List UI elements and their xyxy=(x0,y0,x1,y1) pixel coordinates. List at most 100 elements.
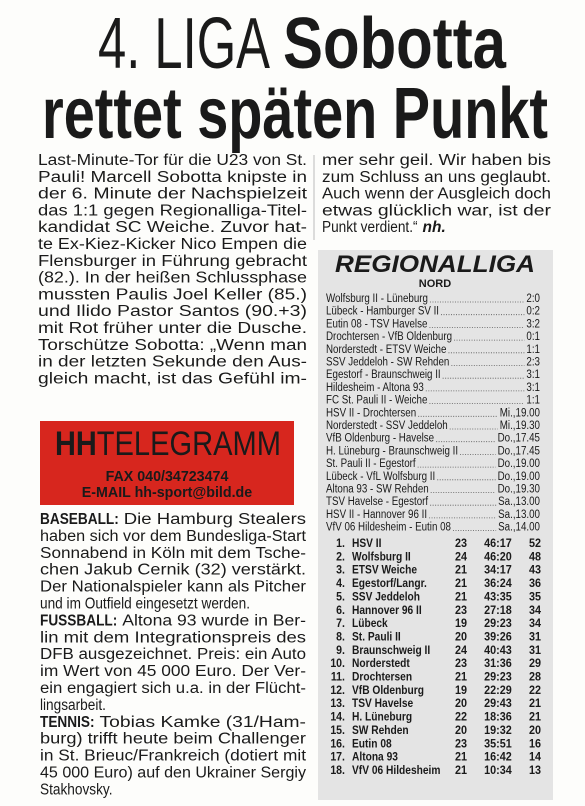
table-games: 21 xyxy=(455,750,467,764)
table-points: 35 xyxy=(529,589,541,603)
brief-line: ein engagiert sich u.a. in der Flücht- xyxy=(40,680,306,697)
email: E-MAIL hh-sport@bild.de xyxy=(82,484,252,501)
time: Sa.,13.00 xyxy=(498,496,540,508)
brief-line: Der Nationalspieler kann als Pitcher xyxy=(40,579,306,596)
table-rank: 7. xyxy=(336,616,345,630)
match: FC St. Pauli II - Weiche xyxy=(326,395,427,407)
table-games: 20 xyxy=(455,723,467,737)
table-games: 19 xyxy=(455,683,467,697)
table-goals: 29:43 xyxy=(484,696,512,710)
time: Do.,17.45 xyxy=(498,445,540,457)
table-team: TSV Havelse xyxy=(352,696,414,710)
table-points: 31 xyxy=(529,643,541,657)
brief-line: Stakhovsky. xyxy=(40,781,113,798)
match: Lübeck - Hamburger SV II xyxy=(326,306,439,318)
headline-line: Sobotta xyxy=(283,4,507,84)
table-team: ETSV Weiche xyxy=(352,563,417,577)
match: HSV II - Drochtersen xyxy=(326,407,416,419)
table-goals: 36:24 xyxy=(484,576,512,590)
table-team: Lübeck xyxy=(352,616,388,630)
score: 0:1 xyxy=(526,331,540,343)
match: SSV Jeddeloh - SW Rehden xyxy=(326,357,449,369)
article-line: Flensburger in Führung gebracht xyxy=(38,253,308,270)
table-games: 20 xyxy=(455,696,467,710)
table-points: 22 xyxy=(529,683,541,697)
brief-label: TENNIS: xyxy=(40,714,95,731)
table-games: 19 xyxy=(455,616,467,630)
brief-line: im Wert von 45 000 Euro. Der Ver- xyxy=(40,663,306,680)
table-team: HSV II xyxy=(352,536,381,550)
time: Do.,19.00 xyxy=(498,471,540,483)
table-goals: 35:51 xyxy=(484,736,512,750)
match: Norderstedt - SSV Jeddeloh xyxy=(326,420,448,432)
brief-line: lingsarbeit. xyxy=(40,697,106,714)
table-rank: 9. xyxy=(336,643,345,657)
match: St. Pauli II - Egestorf xyxy=(326,458,416,470)
table-team: Egestorf/Langr. xyxy=(352,576,427,590)
table-rank: 2. xyxy=(336,549,345,563)
table-goals: 16:42 xyxy=(484,750,512,764)
match: Lübeck - VfL Wolfsburg II xyxy=(326,471,435,483)
table-goals: 22:29 xyxy=(484,683,512,697)
match: HSV II - Hannover 96 II xyxy=(326,509,427,521)
match: Egestorf - Braunschweig II xyxy=(326,369,441,381)
score: 2:3 xyxy=(526,357,540,369)
table-team: SSV Jeddeloh xyxy=(352,589,420,603)
table-goals: 29:23 xyxy=(484,616,512,630)
fax: FAX 040/34723474 xyxy=(106,468,229,485)
article-line: Last-Minute-Tor für die U23 von St. xyxy=(38,152,307,169)
article-line: gleich macht, ist das Gefühl im- xyxy=(38,370,307,387)
brief-line: Die Hamburg Stealers xyxy=(124,511,306,528)
table-team: Hannover 96 II xyxy=(352,603,422,617)
table-games: 23 xyxy=(455,656,467,670)
author: nh. xyxy=(423,219,446,236)
time: Sa.,13.00 xyxy=(498,509,540,521)
brand: HH xyxy=(55,425,97,463)
table-team: Norderstedt xyxy=(352,656,410,670)
table-rank: 11. xyxy=(331,670,345,684)
article-line: Punkt verdient.“ xyxy=(322,219,418,236)
table-rank: 17. xyxy=(330,750,345,764)
table-rank: 8. xyxy=(336,629,345,643)
table-points: 34 xyxy=(529,603,541,617)
table-team: Altona 93 xyxy=(352,750,398,764)
table-rank: 4. xyxy=(336,576,345,590)
article-line: das 1:1 gegen Regionalliga-Titel- xyxy=(38,202,307,219)
table-goals: 39:26 xyxy=(484,629,512,643)
table-rank: 12. xyxy=(330,683,345,697)
article-line: etwas glücklich war, ist der xyxy=(322,202,551,219)
table-games: 23 xyxy=(455,603,467,617)
article-line: mer sehr geil. Wir haben bis xyxy=(322,152,551,169)
table-goals: 46:20 xyxy=(484,549,512,563)
table-rank: 15. xyxy=(330,723,345,737)
brief-line: chen Jakub Cernik (32) verstärkt. xyxy=(40,562,306,579)
table-games: 20 xyxy=(455,629,467,643)
score: 0:2 xyxy=(526,306,540,318)
table-rank: 1. xyxy=(336,536,345,550)
table-games: 21 xyxy=(455,670,467,684)
score: 2:0 xyxy=(526,293,540,305)
table-goals: 29:23 xyxy=(484,670,512,684)
telegramm-box xyxy=(40,421,294,505)
score: 3:1 xyxy=(526,369,540,381)
time: Mi.,19.00 xyxy=(500,407,540,419)
table-team: H. Lüneburg xyxy=(352,710,412,724)
table-goals: 46:17 xyxy=(484,536,512,550)
brief-line: in St. Brieuc/Frankreich (dotiert mit xyxy=(40,748,307,765)
article-line: te Ex-Kiez-Kicker Nico Empen die xyxy=(38,236,307,253)
time: Sa.,14.00 xyxy=(498,522,540,534)
table-games: 22 xyxy=(455,710,467,724)
table-team: Drochtersen xyxy=(352,670,412,684)
article-line: in der letzten Sekunde den Aus- xyxy=(38,354,307,371)
table-points: 31 xyxy=(529,629,541,643)
table-points: 28 xyxy=(529,670,541,684)
table-goals: 18:36 xyxy=(484,710,512,724)
time: Mi.,19.30 xyxy=(500,420,540,432)
table-points: 43 xyxy=(529,563,541,577)
score: 3:1 xyxy=(526,382,540,394)
table-games: 24 xyxy=(455,643,467,657)
table-team: VfV 06 Hildesheim xyxy=(352,763,440,777)
time: Do.,19.00 xyxy=(498,458,540,470)
table-points: 21 xyxy=(529,696,541,710)
